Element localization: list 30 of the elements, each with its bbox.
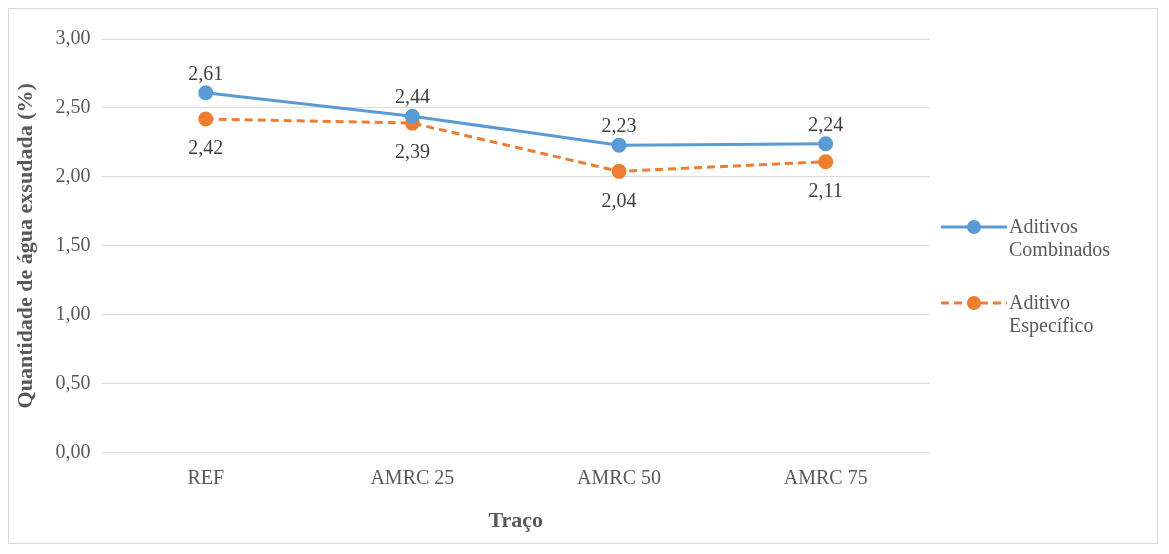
point <box>198 85 214 101</box>
x-tick-label: AMRC 50 <box>577 465 661 488</box>
y-tick-label: 0,00 <box>55 439 91 462</box>
x-tick-label: AMRC 25 <box>370 465 455 488</box>
data-label: 2,04 <box>601 188 637 211</box>
point <box>818 154 834 170</box>
y-tick-label: 2,50 <box>55 95 91 118</box>
y-tick-label: 2,00 <box>55 164 91 187</box>
point <box>611 163 627 179</box>
data-label: 2,61 <box>188 62 224 85</box>
data-label: 2,11 <box>808 178 843 201</box>
legend-label: Aditivo Específico <box>1009 291 1095 337</box>
y-tick-label: 0,50 <box>55 370 91 393</box>
x-tick-label: REF <box>187 465 225 488</box>
data-label: 2,39 <box>394 140 430 163</box>
y-tick-label: 1,00 <box>55 301 91 324</box>
point <box>198 111 214 127</box>
legend-label: Aditivos Combinados <box>1009 215 1112 261</box>
point <box>818 136 834 152</box>
y-tick-label: 3,00 <box>55 26 91 49</box>
point <box>404 108 420 124</box>
data-label: 2,23 <box>601 114 637 137</box>
data-label: 2,24 <box>808 113 844 136</box>
x-axis-title: Traço <box>488 507 543 533</box>
data-label: 2,44 <box>394 85 430 108</box>
x-tick-label: AMRC 75 <box>783 465 868 488</box>
data-label: 2,42 <box>188 136 224 159</box>
y-axis-title: Quantidade de água exsudada (%) <box>11 83 37 409</box>
y-tick-label: 1,50 <box>55 233 91 256</box>
point <box>611 137 627 153</box>
